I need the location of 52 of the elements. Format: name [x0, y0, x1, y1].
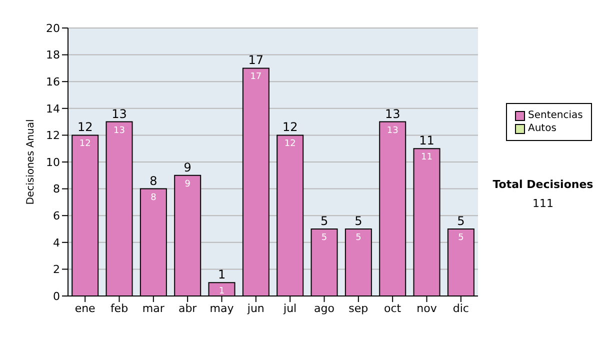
total-label: 12 [77, 120, 93, 134]
x-tick-label: oct [384, 302, 402, 315]
total-label: 5 [457, 214, 465, 228]
y-tick-label: 14 [46, 102, 60, 116]
x-tick-label: mar [142, 302, 165, 315]
x-tick-label: ene [74, 302, 96, 315]
x-tick-label: may [210, 302, 234, 315]
legend-label: Sentencias [527, 109, 583, 122]
y-tick-label: 16 [46, 76, 60, 89]
y-tick-label: 18 [46, 48, 60, 62]
total-label: 5 [320, 214, 328, 228]
data-label: 8 [150, 192, 157, 203]
data-label: 12 [79, 139, 91, 150]
y-tick-label: 6 [53, 210, 60, 223]
total-label: 17 [248, 53, 264, 68]
total-label: 13 [112, 106, 127, 121]
data-label: 5 [356, 233, 362, 243]
y-tick-label: 0 [53, 290, 60, 303]
x-tick-label: jun [246, 302, 264, 315]
text: Total Decisiones [492, 178, 594, 191]
data-label: 13 [114, 126, 125, 136]
data-label: 12 [284, 139, 296, 150]
legend-label: Autos [527, 122, 558, 135]
data-label: 11 [421, 152, 432, 163]
total-label: 11 [419, 134, 434, 148]
x-tick-label: ago [314, 302, 335, 315]
x-tick-label: feb [110, 302, 128, 315]
y-tick-label: 4 [53, 236, 60, 250]
data-label: 1 [218, 286, 225, 297]
y-tick-label: 10 [46, 156, 60, 169]
data-label: 13 [386, 126, 398, 136]
data-label: 5 [458, 233, 464, 243]
y-tick-label: 2 [53, 263, 60, 276]
total-label: 8 [150, 174, 158, 188]
total-label: 13 [384, 106, 400, 121]
total-label: 5 [354, 214, 362, 228]
x-tick-label: nov [416, 302, 438, 315]
y-axis-title: Decisiones Anual [26, 119, 37, 205]
total-label: 1 [218, 268, 226, 282]
data-label: 5 [321, 233, 328, 243]
x-tick-label: jul [282, 302, 297, 315]
x-tick-label: dic [452, 302, 469, 315]
data-label: 9 [184, 179, 191, 190]
text: 111 [532, 197, 554, 210]
y-tick-label: 20 [46, 22, 60, 35]
total-label: 12 [282, 120, 298, 134]
data-label: 17 [250, 72, 262, 82]
total-label: 9 [184, 160, 192, 174]
y-tick-label: 8 [53, 182, 60, 196]
x-tick-label: sep [348, 302, 368, 315]
x-tick-label: abr [178, 302, 198, 315]
y-tick-label: 12 [46, 129, 60, 142]
